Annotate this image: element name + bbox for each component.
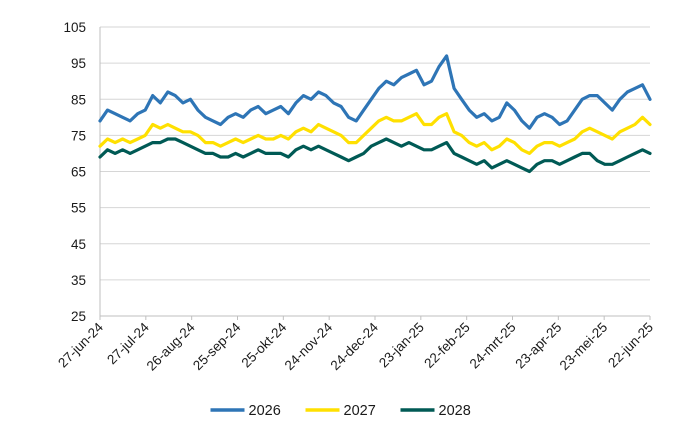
- x-tick-label: 24-nov-24: [282, 319, 336, 373]
- x-tick-label: 25-sep-24: [190, 319, 244, 373]
- x-tick-label: 24-mrt-25: [467, 320, 519, 372]
- y-tick-label: 55: [71, 201, 86, 216]
- legend-label-2026: 2026: [249, 403, 281, 419]
- legend-label-2028: 2028: [439, 403, 471, 419]
- series-line-2027: [98, 112, 652, 155]
- y-tick-label: 75: [71, 128, 86, 143]
- series-lines: [98, 54, 652, 174]
- x-tick-label: 26-aug-24: [144, 319, 198, 373]
- y-tick-label: 95: [71, 56, 86, 71]
- series-line-2028: [98, 137, 652, 174]
- y-tick-label: 25: [71, 309, 86, 324]
- x-tick-label: 22-jun-25: [605, 320, 656, 371]
- legend-label-2027: 2027: [344, 403, 376, 419]
- x-tick-label: 23-jan-25: [376, 320, 427, 371]
- x-tick-labels: 27-jun-2427-jul-2426-aug-2425-sep-2425-o…: [55, 319, 656, 373]
- legend: 2026 2027 2028: [210, 403, 471, 419]
- y-tick-label: 85: [71, 92, 86, 107]
- series-line-2026: [98, 54, 652, 130]
- gridlines: [100, 26, 650, 317]
- y-tick-label: 35: [71, 273, 86, 288]
- y-tick-labels: 25 35 45 55 65 75 85 95 105: [63, 20, 86, 324]
- y-tick-label: 105: [63, 20, 86, 35]
- x-tick-label: 27-jul-24: [104, 319, 152, 367]
- y-tick-label: 45: [71, 237, 86, 252]
- x-tick-label: 22-feb-25: [421, 320, 472, 371]
- axes: [99, 27, 651, 320]
- y-tick-label: 65: [71, 165, 86, 180]
- x-tick-label: 23-mei-25: [557, 320, 611, 374]
- x-tick-label: 24-dec-24: [328, 319, 382, 373]
- x-tick-label: 27-jun-24: [55, 319, 106, 370]
